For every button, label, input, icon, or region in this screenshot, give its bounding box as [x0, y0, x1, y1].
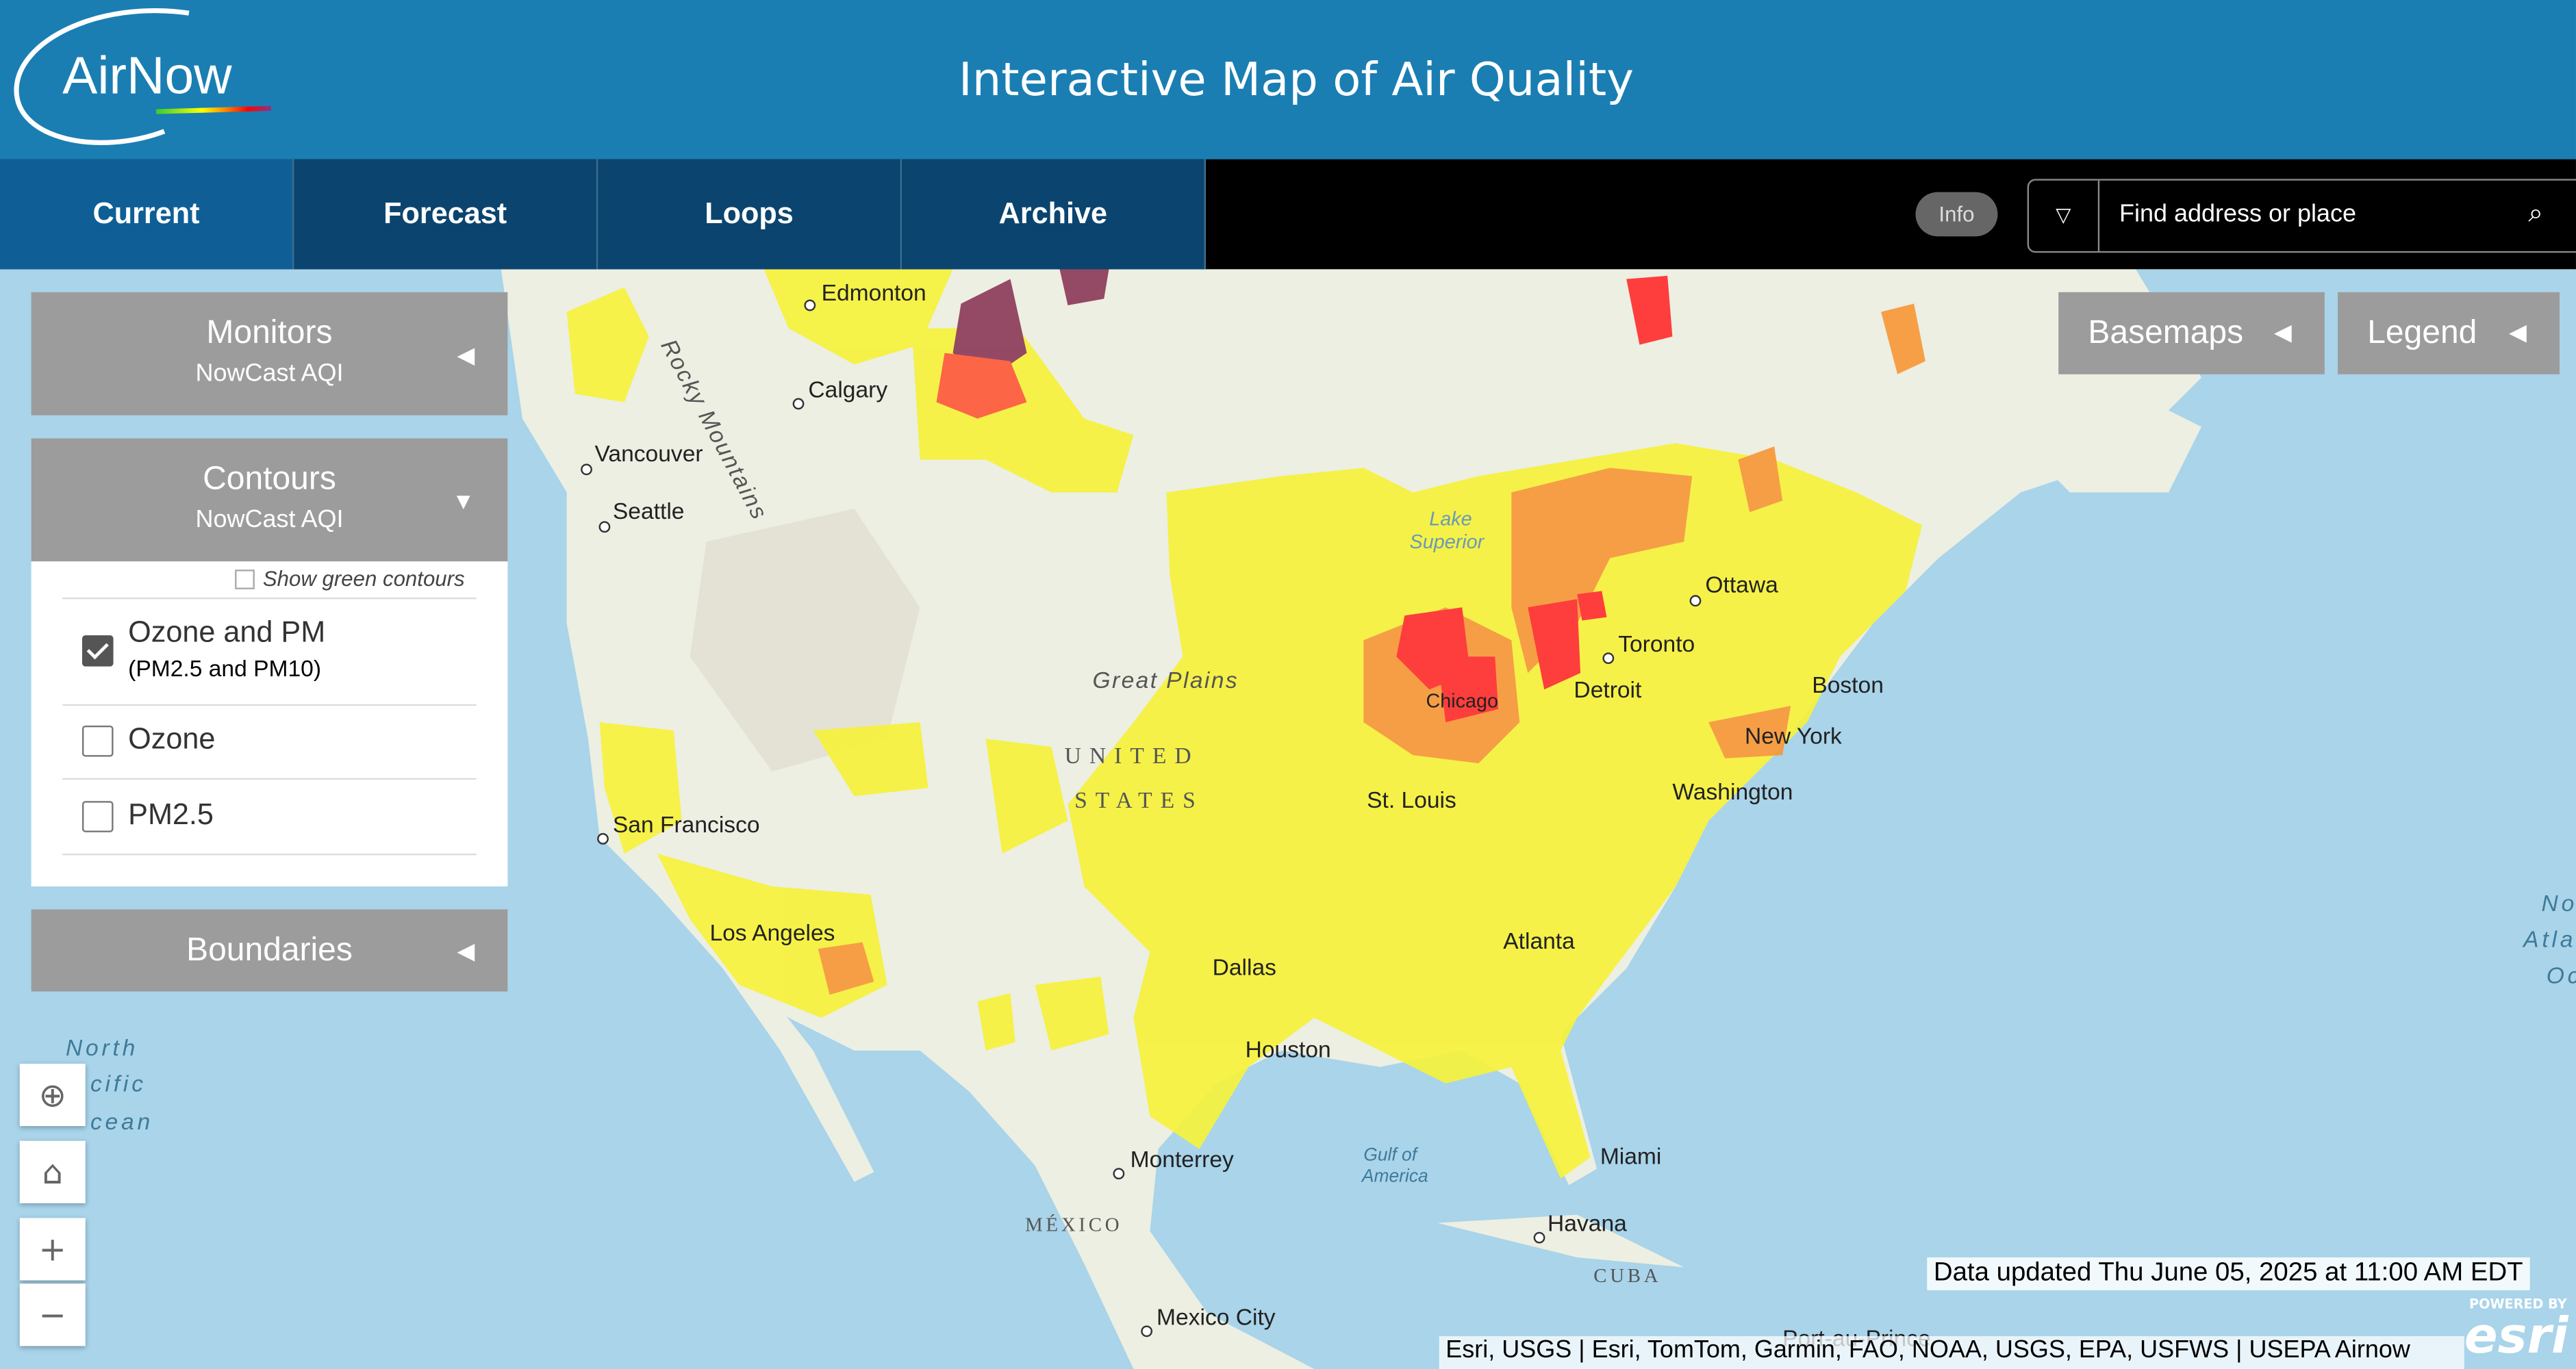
logo-mark [14, 8, 271, 145]
map-label: Lake [1429, 508, 1472, 530]
contour-option[interactable]: Ozone and PM (PM2.5 and PM10) [62, 597, 477, 706]
panel-title: Boundaries [186, 932, 353, 969]
map-label: Mexico City [1157, 1305, 1276, 1330]
button-label: Basemaps [2088, 314, 2244, 350]
green-toggle-box[interactable] [235, 570, 255, 589]
map-label: Atla [2522, 927, 2576, 953]
option-sublabel: (PM2.5 and PM10) [128, 654, 322, 682]
map-label: North [66, 1036, 138, 1061]
boundaries-panel[interactable]: Boundaries ◀ [31, 909, 508, 992]
map-label: Boston [1812, 673, 1884, 698]
map-label: America [1361, 1166, 1428, 1186]
option-label: Ozone and PM [128, 615, 326, 649]
checkbox[interactable] [81, 635, 114, 667]
map-label: cific [90, 1072, 147, 1097]
map-label: New York [1745, 724, 1842, 749]
map-label: No [2542, 891, 2576, 917]
panel-title: Contours [203, 461, 336, 498]
map-label: Chicago [1426, 691, 1499, 713]
zoom-in[interactable]: + [19, 1218, 86, 1281]
contours-panel: Contours NowCast AQI ▼ Show green contou… [31, 438, 508, 886]
attribution: Esri, USGS | Esri, TomTom, Garmin, FAO, … [1439, 1336, 2464, 1369]
header: AirNow Interactive Map of Air Quality [0, 0, 2576, 159]
tab[interactable]: Loops [598, 159, 902, 270]
map-label: St. Louis [1367, 788, 1456, 813]
panel-subtitle: NowCast AQI [195, 505, 344, 534]
map[interactable]: Edmonton Calgary Vancouver Seattle Rocky… [0, 269, 2576, 1369]
tab[interactable]: Current [0, 159, 294, 270]
legend-button[interactable]: Legend ◀ [2338, 292, 2560, 374]
update-status: Data updated Thu June 05, 2025 at 11:00 … [1927, 1257, 2530, 1290]
contours-header[interactable]: Contours NowCast AQI ▼ [31, 438, 508, 562]
map-label: Vancouver [595, 442, 703, 467]
map-label: Los Angeles [709, 921, 835, 946]
search-icon[interactable]: ⌕ [2528, 196, 2543, 229]
map-label: Oc [2547, 963, 2576, 988]
map-label: Houston [1246, 1037, 1331, 1062]
powered-by: POWERED BY [2468, 1296, 2567, 1312]
esri-logo: esri [2464, 1308, 2568, 1366]
map-label: Atlanta [1503, 929, 1575, 954]
map-label: Edmonton [822, 281, 926, 306]
info-button[interactable]: Info [1915, 192, 1998, 237]
map-label: Detroit [1574, 678, 1642, 703]
option-label: PM2.5 [128, 797, 214, 831]
map-label: STATES [1074, 788, 1204, 813]
locate-button[interactable]: ⊕ [19, 1063, 86, 1127]
map-label: CUBA [1593, 1265, 1661, 1287]
map-label: MÉXICO [1025, 1214, 1122, 1236]
panel-subtitle: NowCast AQI [195, 359, 344, 387]
map-label: Great Plains [1092, 668, 1239, 693]
button-label: Legend [2367, 314, 2477, 350]
page-title: Interactive Map of Air Quality [958, 52, 1634, 107]
map-label: Seattle [613, 499, 685, 524]
search-box[interactable]: ▽ Find address or place ⌕ [2027, 179, 2576, 253]
option-label: Ozone [128, 722, 216, 756]
zoom-out[interactable]: − [19, 1283, 86, 1346]
monitors-panel[interactable]: Monitors NowCast AQI ◀ [31, 292, 508, 415]
basemaps-button[interactable]: Basemaps ◀ [2058, 292, 2325, 374]
map-label: Dallas [1213, 955, 1276, 980]
map-label: cean [90, 1110, 153, 1135]
tab[interactable]: Forecast [294, 159, 598, 270]
map-label: Washington [1672, 780, 1793, 805]
nav-bar: Current Forecast Loops Archive Info ▽ Fi… [0, 159, 2576, 270]
search-placeholder: Find address or place [2119, 200, 2357, 229]
green-toggle-label: Show green contours [262, 566, 465, 591]
contour-option[interactable]: PM2.5 [62, 780, 477, 856]
checkbox[interactable] [81, 725, 114, 757]
map-label: San Francisco [613, 813, 760, 838]
map-label: Monterrey [1131, 1147, 1234, 1173]
tab[interactable]: Archive [902, 159, 1207, 270]
contour-option[interactable]: Ozone [62, 704, 477, 780]
map-label: Calgary [808, 377, 887, 402]
logo-text: AirNow [62, 46, 232, 105]
map-label: Superior [1410, 531, 1485, 553]
search-dropdown[interactable]: ▽ [2029, 180, 2100, 251]
map-label: Toronto [1618, 632, 1695, 657]
map-label: Miami [1600, 1144, 1662, 1169]
map-label: UNITED [1065, 743, 1200, 769]
panel-title: Monitors [206, 315, 333, 352]
home-button[interactable]: ⌂ [19, 1140, 86, 1203]
map-label: Ottawa [1705, 573, 1778, 598]
checkbox[interactable] [81, 801, 114, 832]
map-label: Havana [1548, 1212, 1627, 1237]
map-label: Gulf of [1363, 1144, 1418, 1164]
